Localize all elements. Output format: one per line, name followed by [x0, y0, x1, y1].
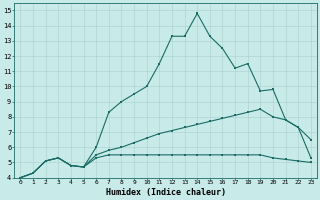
X-axis label: Humidex (Indice chaleur): Humidex (Indice chaleur) — [106, 188, 226, 197]
